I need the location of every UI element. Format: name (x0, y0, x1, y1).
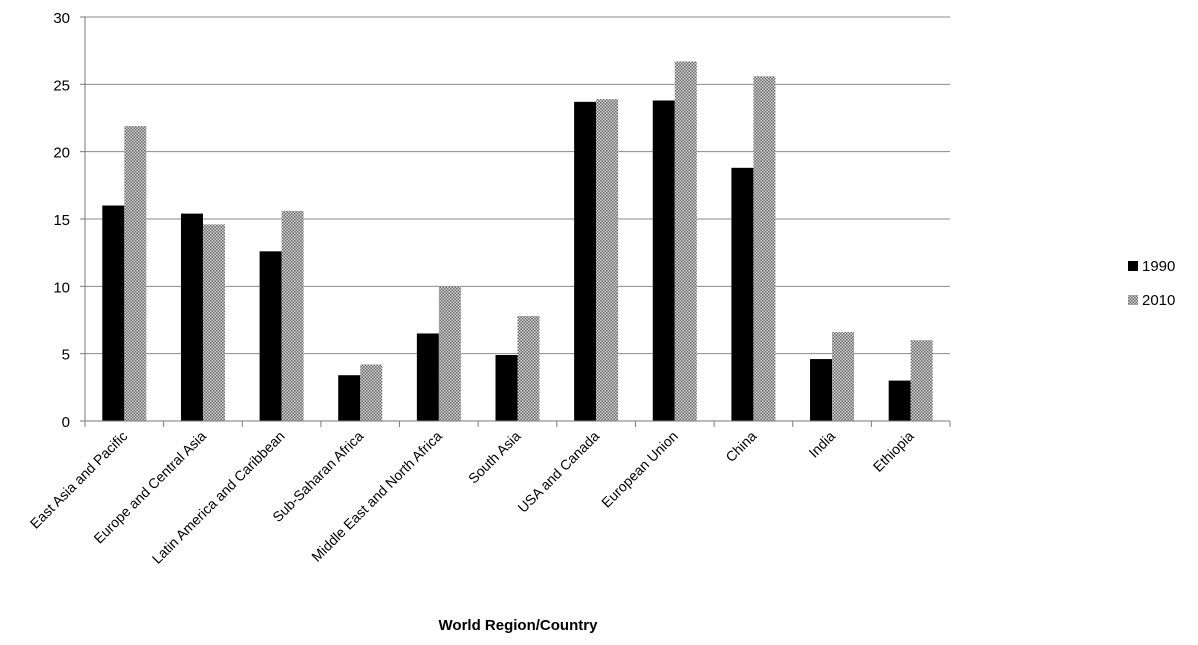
y-tick-label: 20 (53, 145, 70, 162)
bar-1990 (888, 380, 911, 421)
y-tick-label: 25 (53, 77, 70, 94)
legend-label: 2010 (1142, 292, 1175, 309)
bar-1990 (102, 205, 125, 421)
x-axis-title: World Region/Country (439, 617, 599, 634)
x-tick-label: Latin America and Caribbean (149, 428, 288, 567)
gridlines (85, 16, 950, 355)
legend-label: 1990 (1142, 258, 1175, 275)
y-tick-label: 15 (53, 212, 70, 229)
x-tick-label: European Union (598, 428, 681, 511)
bar-1990 (416, 333, 439, 421)
bar-2010 (360, 364, 383, 421)
bar-1990 (495, 355, 518, 421)
legend: 1990 2010 (1128, 258, 1175, 309)
bar-2010 (438, 286, 461, 421)
x-tick-label: Ethiopia (870, 428, 917, 475)
legend-swatch-2010 (1128, 295, 1138, 305)
bar-2010 (202, 224, 225, 421)
bar-2010 (832, 332, 855, 421)
bars (102, 61, 933, 422)
bar-1990 (338, 375, 361, 421)
x-tick-label: South Asia (465, 428, 524, 487)
bar-1990 (180, 213, 203, 421)
x-tick-label: Middle East and North Africa (308, 428, 445, 565)
y-tick-label: 0 (62, 414, 70, 431)
axes (80, 16, 951, 427)
bar-1990 (574, 101, 597, 421)
bar-2010 (281, 210, 304, 421)
bar-2010 (596, 99, 619, 421)
x-tick-label: USA and Canada (514, 428, 602, 516)
bar-1990 (259, 251, 282, 421)
bar-1990 (810, 359, 833, 421)
bar-2010 (124, 126, 147, 421)
y-tick-label: 10 (53, 279, 70, 296)
bar-1990 (731, 167, 754, 421)
y-tick-label: 5 (62, 347, 70, 364)
bar-2010 (517, 315, 540, 421)
bar-2010 (753, 76, 776, 422)
y-tick-labels: 0 5 10 15 20 25 30 (53, 10, 70, 431)
bar-1990 (652, 100, 675, 421)
bar-2010 (910, 340, 933, 421)
x-tick-label: India (805, 428, 838, 461)
x-tick-label: China (722, 428, 759, 465)
y-tick-label: 30 (53, 10, 70, 27)
bar-2010 (674, 61, 697, 421)
legend-swatch-1990 (1128, 261, 1138, 271)
